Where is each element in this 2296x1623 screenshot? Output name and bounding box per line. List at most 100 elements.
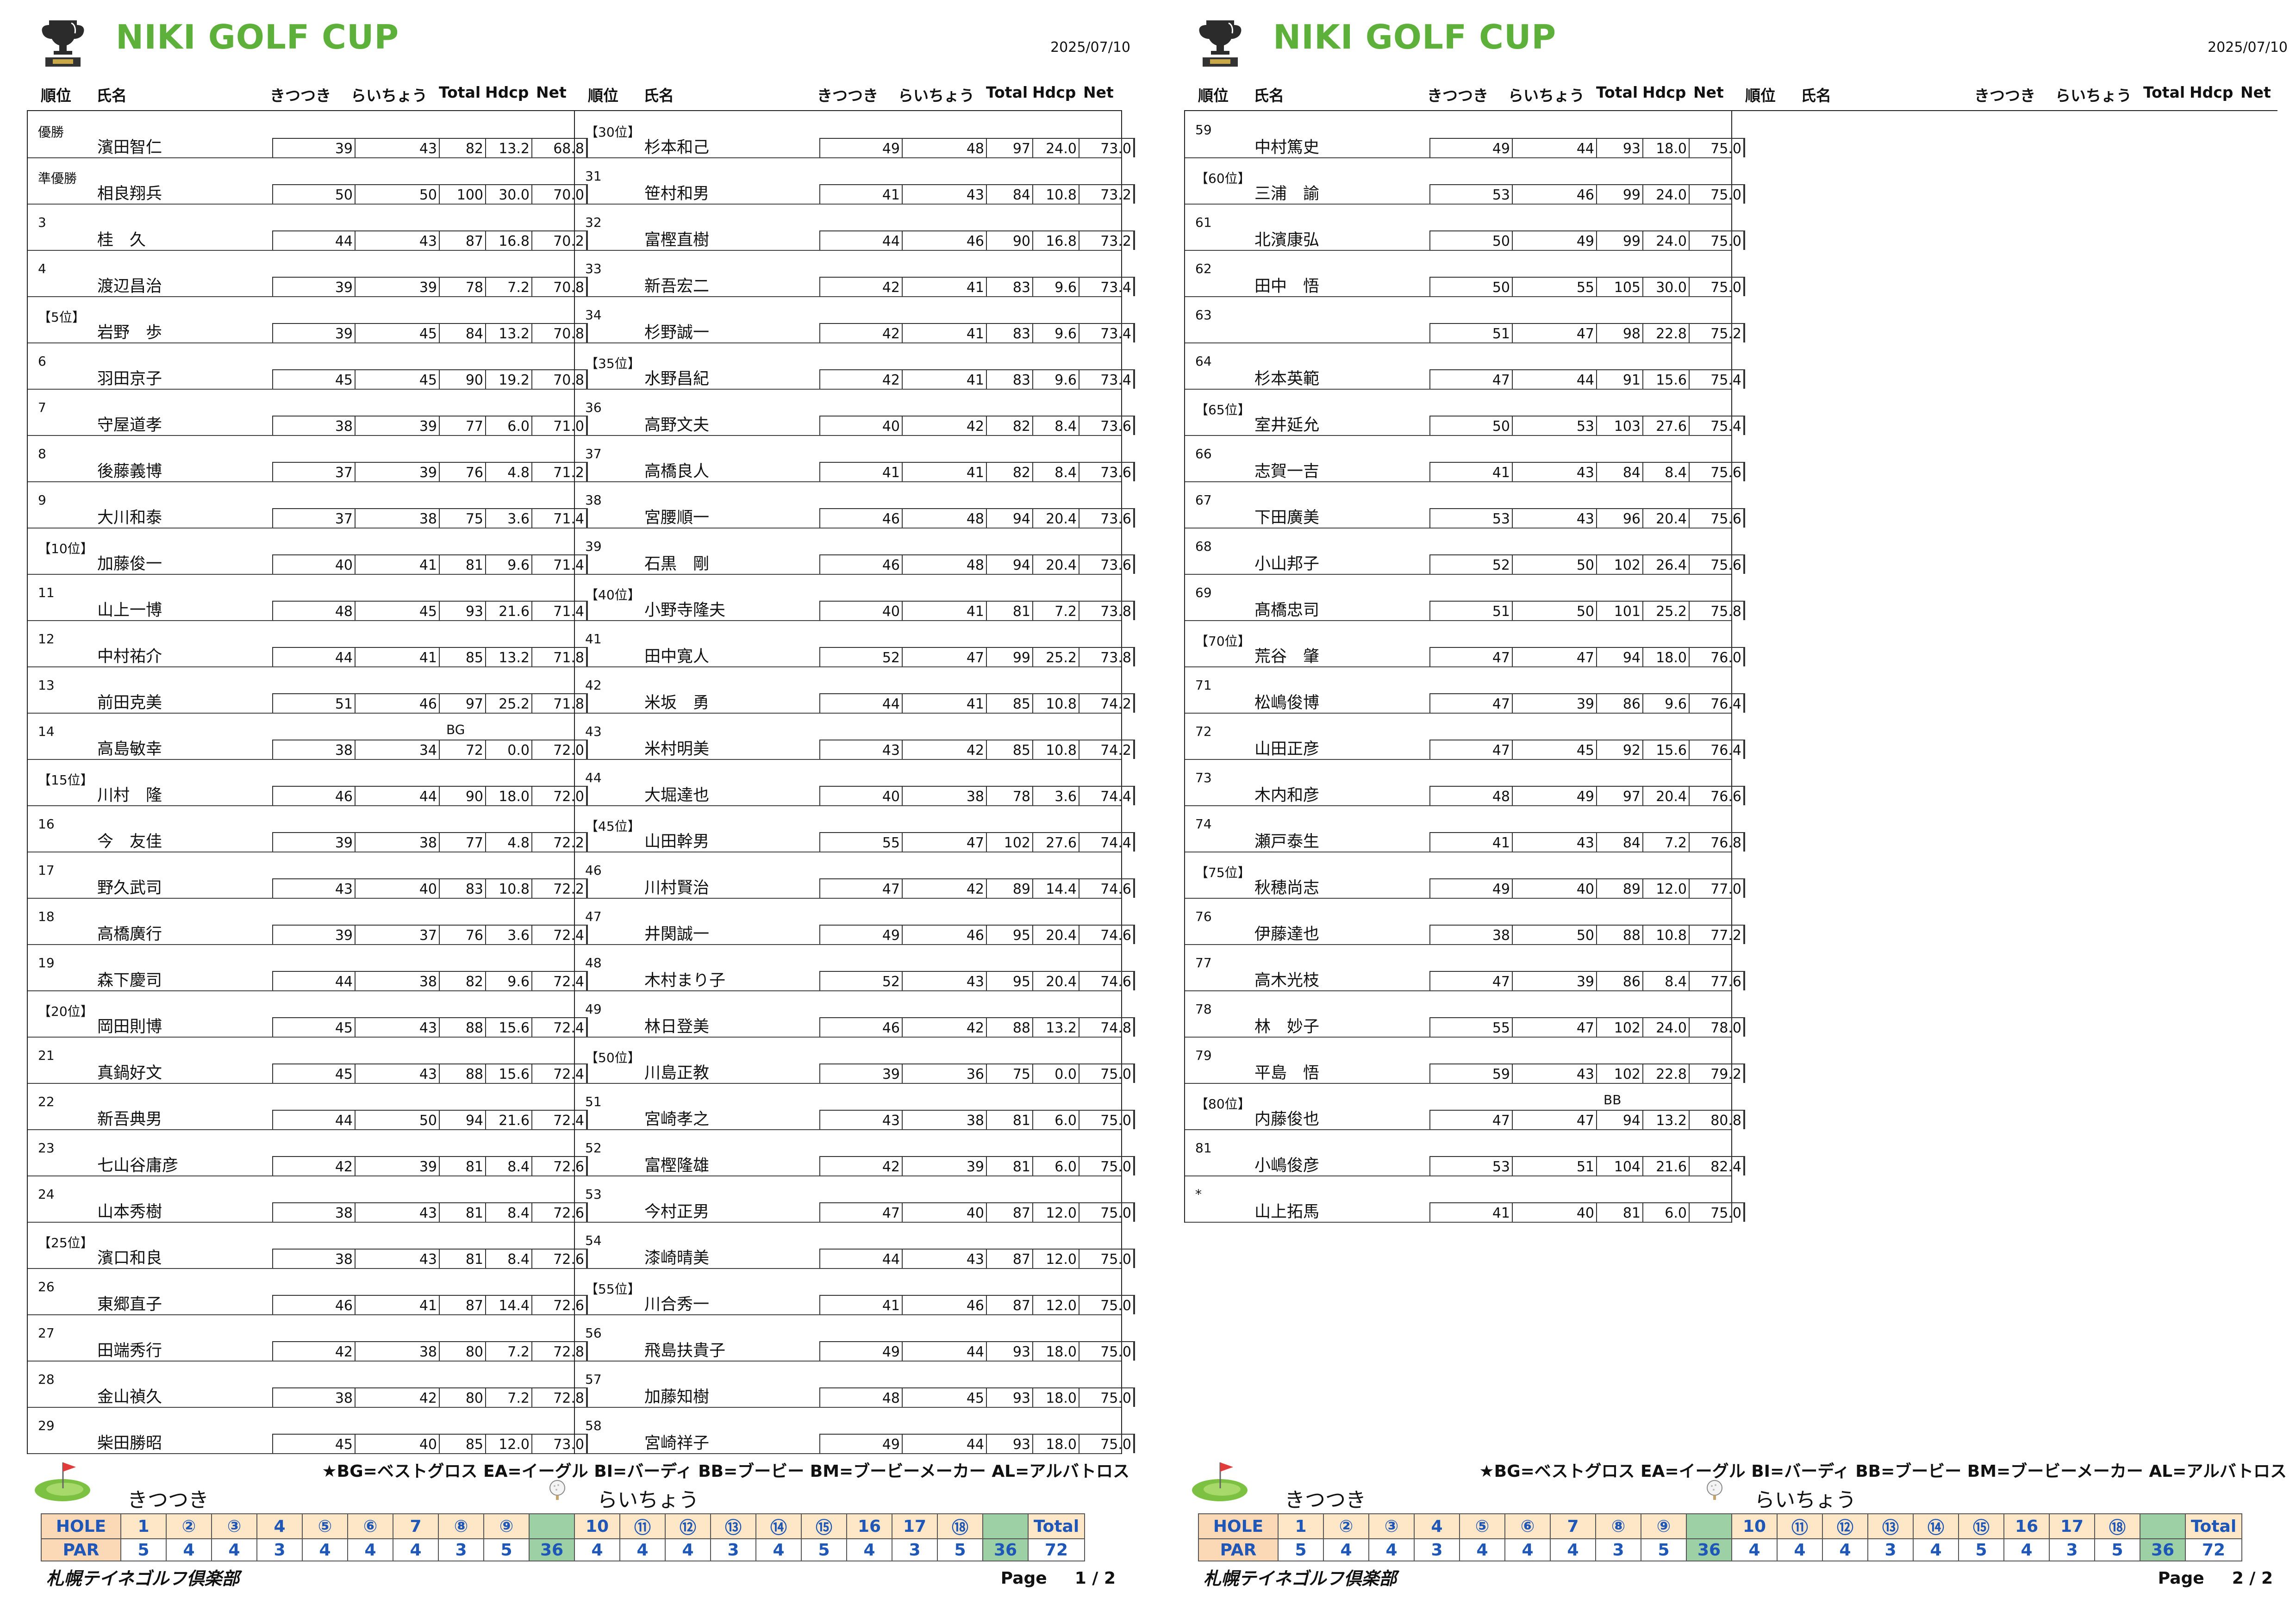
in-score: 49	[1513, 231, 1597, 250]
hdcp-value: 14.4	[486, 1296, 532, 1314]
table-row: 【80位】 内藤俊也 47 47 94 13.2 80.8 BB	[1185, 1083, 1745, 1130]
in-score: 38	[356, 1342, 440, 1361]
out-score: 47	[1430, 1111, 1513, 1129]
total-score: 99	[987, 648, 1033, 666]
hdcp-value: 0.0	[486, 740, 532, 759]
par-value: 3	[438, 1538, 484, 1561]
par-value: 36	[982, 1538, 1029, 1561]
player-name: 柴田勝昭	[97, 1434, 162, 1453]
hdcp-value: 8.4	[1033, 463, 1079, 481]
rank-cell: 78	[1195, 1001, 1212, 1017]
total-score: 81	[440, 1250, 486, 1268]
player-name: 志賀一吉	[1254, 462, 1320, 481]
total-score: 82	[987, 417, 1033, 435]
page-title: NIKI GOLF CUP	[1273, 18, 1557, 56]
in-score: 43	[1513, 1064, 1597, 1083]
score-cells: 42 41 83 9.6 73.4	[819, 323, 1135, 342]
player-name: 大堀達也	[644, 786, 710, 805]
table-row: 47 井関誠一 49 46 95 20.4 74.6	[575, 898, 1135, 945]
in-score: 42	[903, 879, 987, 898]
total-score: 81	[987, 602, 1033, 620]
total-score: 97	[987, 139, 1033, 157]
net-score: 71.8	[532, 694, 587, 713]
hdcp-value: 9.6	[486, 555, 532, 574]
rank-cell: 【15位】	[38, 772, 94, 788]
par-value: 3	[1414, 1538, 1460, 1561]
in-score: 34	[356, 740, 440, 759]
score-cells: 45 43 88 15.6 72.4	[272, 1017, 588, 1037]
trophy-icon	[1198, 19, 1242, 68]
header-rank: 順位	[1198, 87, 1229, 105]
in-score: 43	[1513, 463, 1597, 481]
score-cells: 42 39 81 6.0 75.0	[819, 1156, 1135, 1175]
rank-cell: 59	[1195, 122, 1212, 137]
out-score: 42	[820, 370, 903, 389]
hole-number: 7	[393, 1513, 439, 1539]
par-value: 5	[120, 1538, 167, 1561]
hdcp-value: 21.6	[1643, 1157, 1690, 1175]
table-row: 【60位】 三浦 諭 53 46 99 24.0 75.0	[1185, 157, 1745, 205]
hdcp-value: 25.2	[1643, 602, 1690, 620]
table-row: 【50位】 川島正教 39 36 75 0.0 75.0	[575, 1037, 1135, 1084]
out-score: 46	[273, 1296, 356, 1314]
out-score: 55	[820, 833, 903, 852]
total-score: 86	[1597, 972, 1643, 990]
score-cells: 55 47 102 27.6 74.4	[819, 832, 1135, 852]
table-row: 64 杉本英範 47 44 91 15.6 75.4	[1185, 342, 1745, 390]
player-name: 田中寛人	[644, 647, 710, 666]
net-score: 70.2	[532, 231, 587, 250]
out-score: 48	[1430, 787, 1513, 805]
rank-cell: 57	[585, 1372, 602, 1387]
par-value: 5	[483, 1538, 530, 1561]
player-name: 山田正彦	[1254, 740, 1320, 759]
net-score: 68.8	[532, 139, 587, 157]
hole-number: ⑥	[1504, 1513, 1551, 1539]
header-net: Net	[2240, 83, 2271, 101]
in-score: 39	[356, 1157, 440, 1175]
rank-cell: 18	[38, 909, 55, 924]
score-cells: 46 41 87 14.4 72.6	[272, 1295, 588, 1314]
table-row: 33 新吾宏二 42 41 83 9.6 73.4	[575, 250, 1135, 297]
in-score: 43	[356, 1064, 440, 1083]
net-score: 72.6	[532, 1157, 587, 1175]
player-name: 相良翔兵	[97, 185, 162, 203]
hdcp-value: 25.2	[1033, 648, 1079, 666]
hdcp-value: 20.4	[1643, 787, 1690, 805]
hdcp-value: 7.2	[1033, 602, 1079, 620]
rank-cell: 6	[38, 354, 46, 369]
table-row: 8 後藤義博 37 39 76 4.8 71.2	[28, 435, 588, 482]
out-score: 49	[820, 1435, 903, 1453]
total-score: 76	[440, 463, 486, 481]
player-name: 守屋道孝	[97, 416, 162, 435]
rank-cell: 【75位】	[1195, 865, 1251, 880]
rank-cell: 12	[38, 631, 55, 647]
hdcp-value: 22.8	[1643, 324, 1690, 342]
player-name: 羽田京子	[97, 370, 162, 388]
out-score: 37	[273, 463, 356, 481]
player-name: 小山邦子	[1254, 555, 1320, 573]
in-score: 41	[903, 324, 987, 342]
player-name: 高橋廣行	[97, 925, 162, 944]
score-cells: 39 36 75 0.0 75.0	[819, 1063, 1135, 1083]
score-cells: 42 39 81 8.4 72.6	[272, 1156, 588, 1175]
total-score: 84	[1597, 463, 1643, 481]
hole-number: 7	[1550, 1513, 1596, 1539]
hole-number: 4	[1414, 1513, 1460, 1539]
net-score: 76.4	[1690, 694, 1744, 713]
hdcp-value: 7.2	[486, 278, 532, 296]
player-name: 小嶋俊彦	[1254, 1157, 1320, 1175]
table-row: 11 山上一博 48 45 93 21.6 71.4	[28, 574, 588, 621]
hdcp-value: 9.6	[1033, 278, 1079, 296]
in-score: 45	[1513, 740, 1597, 759]
in-score: 39	[356, 417, 440, 435]
hdcp-value: 20.4	[1643, 509, 1690, 528]
out-score: 43	[820, 740, 903, 759]
out-score: 51	[1430, 324, 1513, 342]
hdcp-value: 24.0	[1033, 139, 1079, 157]
header-net: Net	[536, 83, 567, 101]
out-score: 53	[1430, 1157, 1513, 1175]
rank-cell: 51	[585, 1094, 602, 1109]
score-cells: 40 42 82 8.4 73.6	[819, 416, 1135, 435]
hdcp-value: 7.2	[486, 1388, 532, 1407]
net-score: 73.0	[1079, 139, 1134, 157]
